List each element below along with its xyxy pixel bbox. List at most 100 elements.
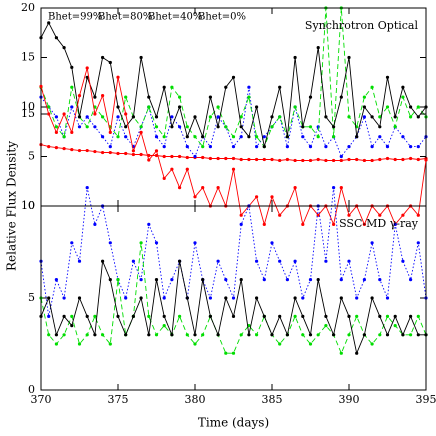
data-point [316,278,320,282]
data-point [116,151,120,156]
data-point [409,105,413,109]
data-point [378,157,382,162]
data-point [231,314,236,318]
data-point [416,241,420,245]
data-point [347,259,351,263]
data-point [301,125,305,129]
data-point [193,154,197,159]
data-point [185,155,189,160]
data-point [185,145,189,149]
data-point [285,157,289,162]
data-point [378,115,382,119]
data-point [332,333,336,337]
data-point [39,84,43,88]
data-point [93,222,97,226]
data-point [62,135,66,139]
data-point [339,296,343,300]
data-point [147,95,151,99]
data-point [355,135,359,139]
data-point [416,105,420,109]
data-point [116,314,120,318]
data-point [193,115,197,119]
data-point [193,195,197,199]
data-point [231,156,236,161]
data-point [193,342,197,346]
data-point [154,241,159,245]
data-point [47,112,51,116]
data-point [70,147,74,152]
data-point [47,333,51,337]
panel-title: Synchrotron Optical [305,19,419,32]
data-point [62,46,66,50]
data-point [332,186,336,190]
data-point [77,296,82,300]
data-point [308,158,313,163]
data-point [70,324,74,328]
data-point [47,105,51,109]
data-point [216,105,220,109]
data-point [178,259,182,263]
data-point [393,157,397,162]
data-point [77,115,82,119]
data-point [77,125,82,129]
data-point [224,351,228,355]
data-point [370,158,374,163]
data-point [101,55,105,60]
data-point [339,351,343,355]
x-tick-label: 370 [31,393,52,406]
data-point [62,296,66,300]
data-point [216,125,220,129]
data-point [370,115,374,119]
data-point [154,135,159,139]
data-point [231,351,236,355]
data-point [85,314,89,318]
data-point [393,324,397,328]
data-point [216,156,220,161]
data-point [370,342,374,346]
data-point [409,333,413,337]
data-point [224,85,228,89]
data-point [247,85,251,89]
data-point [278,213,282,217]
data-point [370,296,374,300]
data-point [362,115,366,119]
data-point [301,333,305,337]
data-point [185,167,189,171]
y-tick-label: 20 [21,1,35,14]
data-point [124,125,128,129]
data-point [139,152,143,157]
data-point [93,125,97,129]
data-point [301,296,305,300]
data-point [85,125,89,129]
data-point [308,95,313,99]
data-point [270,115,274,119]
data-point [85,148,89,153]
data-point [201,145,205,149]
data-point [77,259,82,263]
data-point [362,333,366,337]
data-point [224,278,228,282]
x-tick-label: 390 [339,393,360,406]
data-point [124,296,128,300]
data-point [255,145,259,149]
data-point [301,222,305,226]
data-point [293,105,297,109]
data-point [131,259,135,263]
data-point [401,157,405,162]
data-point [147,333,151,337]
data-point [93,314,97,318]
data-point [201,333,205,337]
data-point [47,296,51,300]
data-point [101,259,105,263]
data-point [247,333,251,337]
data-point [208,156,212,161]
y-tick-label: 5 [28,291,35,304]
data-point [178,125,182,129]
data-point [278,115,282,119]
data-point [154,278,159,282]
data-point [347,145,351,149]
data-point [77,148,82,153]
data-point [116,105,120,109]
data-point [416,115,420,119]
data-point [362,158,366,163]
